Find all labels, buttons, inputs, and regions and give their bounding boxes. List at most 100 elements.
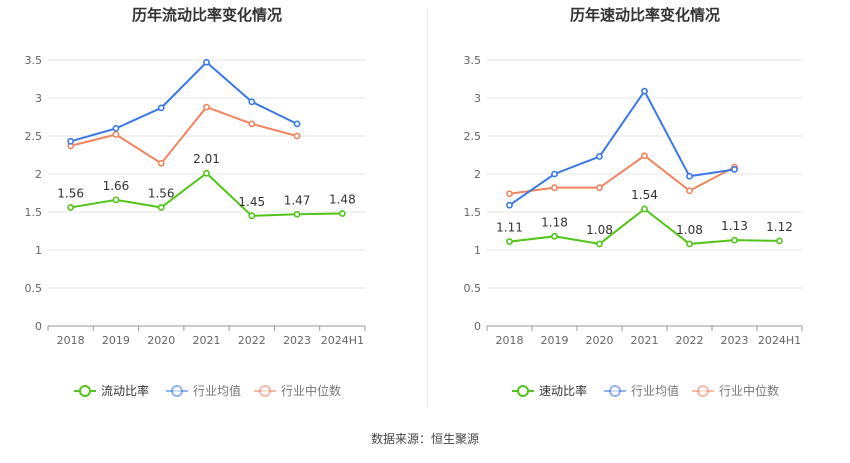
data-label: 1.56 bbox=[57, 186, 84, 200]
y-tick-label: 2 bbox=[35, 168, 42, 181]
y-tick-label: 1.5 bbox=[25, 206, 43, 219]
data-label: 1.08 bbox=[586, 223, 613, 237]
series-line-average bbox=[508, 89, 735, 206]
data-point-median bbox=[248, 120, 256, 128]
y-tick-label: 1 bbox=[474, 244, 481, 257]
series-line-average bbox=[70, 60, 298, 143]
y-tick-label: 1 bbox=[35, 244, 42, 257]
data-source-note: 数据来源：恒生聚源 bbox=[370, 432, 479, 446]
chart-panel-1: 历年流动比率变化情况 0 0.5 1 1.5 2 2.5 3 3.5 2018 2019 2020 20… bbox=[25, 6, 366, 398]
data-label: 1.66 bbox=[103, 179, 130, 193]
legend-item-average: 行业均值 bbox=[166, 383, 241, 398]
y-tick-label: 0.5 bbox=[25, 282, 43, 295]
data-point-average bbox=[293, 120, 301, 128]
legend-marker bbox=[609, 385, 621, 397]
data-label: 1.08 bbox=[676, 223, 703, 237]
data-label: 1.11 bbox=[496, 221, 523, 235]
x-tick-label: 2023 bbox=[283, 334, 311, 347]
data-point-median bbox=[203, 103, 210, 111]
y-tick-label: 3.5 bbox=[464, 54, 482, 67]
data-point-primary bbox=[641, 205, 648, 213]
y-tick-label: 2.5 bbox=[25, 130, 43, 143]
x-tick-label: 2019 bbox=[541, 334, 569, 347]
data-point-primary bbox=[596, 240, 603, 248]
data-label: 2.01 bbox=[193, 152, 220, 166]
data-point-primary bbox=[203, 169, 210, 177]
data-point-median bbox=[293, 132, 301, 140]
x-tick-label: 2018 bbox=[496, 334, 524, 347]
data-label: 1.12 bbox=[766, 220, 793, 234]
data-point-average bbox=[67, 137, 75, 145]
data-point-primary bbox=[686, 240, 693, 248]
data-point-average bbox=[157, 104, 165, 112]
y-tick-label: 0 bbox=[474, 320, 481, 333]
legend-marker bbox=[171, 385, 183, 397]
data-point-primary bbox=[248, 212, 256, 220]
chart-panel-2: 历年速动比率变化情况 0 0.5 1 1.5 2 2.5 3 3.5 2018 2019 2020 20… bbox=[464, 6, 803, 398]
data-point-average bbox=[731, 166, 738, 173]
x-tick-label: 2023 bbox=[721, 334, 749, 347]
data-point-average bbox=[248, 98, 256, 106]
data-point-average bbox=[203, 58, 210, 66]
y-tick-label: 2.5 bbox=[464, 130, 482, 143]
legend-item-primary: 速动比率 bbox=[512, 383, 587, 398]
y-tick-label: 0 bbox=[35, 320, 42, 333]
data-label: 1.45 bbox=[238, 195, 265, 209]
legend-item-median: 行业中位数 bbox=[692, 383, 779, 398]
data-point-average bbox=[551, 170, 558, 178]
legend-label: 速动比率 bbox=[539, 383, 587, 398]
x-tick-label: 2024H1 bbox=[321, 334, 364, 347]
data-point-median bbox=[551, 184, 558, 192]
data-label: 1.56 bbox=[148, 186, 175, 200]
x-tick-label: 2021 bbox=[193, 334, 221, 347]
data-point-average bbox=[686, 172, 693, 180]
data-label: 1.54 bbox=[631, 188, 658, 202]
data-point-average bbox=[641, 87, 648, 95]
y-tick-label: 2 bbox=[474, 168, 481, 181]
legend-marker bbox=[697, 385, 709, 397]
legend-label: 行业均值 bbox=[193, 383, 241, 398]
data-point-primary bbox=[506, 238, 513, 246]
data-label: 1.13 bbox=[721, 219, 748, 233]
legend-label: 行业均值 bbox=[631, 383, 679, 398]
x-tick-label: 2020 bbox=[147, 334, 175, 347]
y-tick-label: 3 bbox=[474, 92, 481, 105]
data-point-median bbox=[157, 159, 165, 167]
x-tick-label: 2019 bbox=[102, 334, 130, 347]
chart-title: 历年速动比率变化情况 bbox=[570, 6, 720, 24]
x-tick-label: 2021 bbox=[631, 334, 659, 347]
chart-title: 历年流动比率变化情况 bbox=[132, 6, 282, 24]
data-point-primary bbox=[776, 237, 783, 245]
y-tick-label: 3 bbox=[35, 92, 42, 105]
legend-item-primary: 流动比率 bbox=[74, 383, 149, 398]
data-point-primary bbox=[112, 196, 120, 204]
data-point-median bbox=[112, 131, 120, 138]
data-point-primary bbox=[293, 210, 301, 218]
x-tick-label: 2018 bbox=[57, 334, 85, 347]
data-point-median bbox=[641, 152, 648, 160]
data-label: 1.18 bbox=[541, 215, 568, 229]
data-point-average bbox=[506, 201, 513, 209]
x-tick-label: 2022 bbox=[238, 334, 266, 347]
series-line-median bbox=[509, 154, 735, 195]
legend-item-average: 行业均值 bbox=[604, 383, 679, 398]
data-label: 1.47 bbox=[284, 193, 311, 207]
data-point-average bbox=[596, 153, 603, 160]
legend-marker bbox=[259, 385, 271, 397]
legend-label: 流动比率 bbox=[101, 383, 149, 398]
legend-marker bbox=[79, 385, 91, 397]
data-point-median bbox=[596, 184, 603, 192]
data-point-primary bbox=[338, 210, 346, 217]
panel-divider bbox=[427, 8, 428, 408]
data-point-primary bbox=[551, 232, 558, 240]
y-tick-label: 1.5 bbox=[464, 206, 482, 219]
data-point-primary bbox=[67, 204, 75, 211]
data-point-median bbox=[686, 187, 693, 195]
x-tick-label: 2024H1 bbox=[758, 334, 801, 347]
data-point-median bbox=[506, 190, 513, 198]
legend-marker bbox=[517, 385, 529, 397]
x-tick-label: 2020 bbox=[586, 334, 614, 347]
x-tick-label: 2022 bbox=[676, 334, 704, 347]
